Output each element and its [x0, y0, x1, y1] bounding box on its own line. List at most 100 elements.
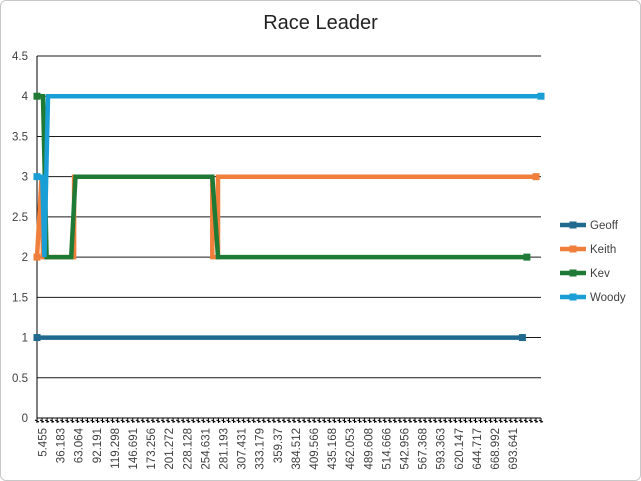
x-tick-label: 620.147 — [454, 428, 466, 470]
x-tick-cross — [342, 419, 347, 423]
x-tick-cross — [448, 419, 453, 423]
x-tick-cross — [34, 419, 40, 423]
x-tick-label: 201.272 — [164, 428, 176, 470]
series-marker — [537, 92, 545, 100]
series-marker — [33, 92, 41, 100]
x-tick-cross — [412, 419, 418, 423]
x-tick-cross — [417, 419, 423, 423]
legend-marker — [569, 245, 577, 253]
x-tick-cross — [468, 419, 473, 423]
x-tick-cross — [493, 419, 498, 423]
x-tick-cross — [483, 419, 488, 423]
x-tick-cross — [236, 419, 241, 423]
y-tick-label: 2.5 — [12, 212, 28, 224]
x-tick-cross — [180, 419, 186, 423]
y-tick-label: 1 — [22, 333, 28, 345]
x-tick-label: 92.191 — [92, 428, 104, 463]
x-tick-cross — [508, 419, 513, 423]
x-tick-cross — [75, 419, 80, 423]
x-tick-cross — [251, 419, 256, 423]
x-tick-cross — [165, 419, 171, 423]
x-tick-cross — [327, 419, 332, 423]
x-tick-cross — [221, 419, 226, 423]
x-tick-cross — [150, 419, 156, 423]
x-tick-cross — [185, 419, 191, 423]
x-tick-cross — [120, 419, 125, 423]
series-marker — [518, 334, 526, 342]
x-tick-cross — [201, 419, 206, 423]
x-tick-cross — [402, 419, 408, 423]
series-marker — [33, 173, 41, 181]
x-tick-cross — [271, 419, 277, 423]
x-tick-cross — [372, 419, 377, 423]
legend-label-kev: Kev — [590, 268, 610, 280]
x-tick-cross — [377, 419, 382, 423]
x-tick-cross — [357, 419, 362, 423]
x-tick-cross — [306, 419, 312, 423]
x-tick-label: 228.128 — [182, 428, 194, 470]
y-tick-label: 4.5 — [12, 51, 28, 63]
x-tick-cross — [70, 419, 75, 423]
y-tick-label: 3 — [22, 172, 28, 184]
y-tick-label: 0.5 — [12, 373, 28, 385]
x-tick-label: 254.631 — [200, 428, 212, 470]
x-tick-cross — [347, 419, 352, 423]
x-tick-cross — [422, 419, 428, 423]
x-tick-label: 668.992 — [490, 428, 502, 470]
legend-label-keith: Keith — [590, 244, 616, 256]
x-tick-cross — [140, 419, 146, 423]
series-marker — [523, 253, 531, 261]
x-tick-cross — [478, 419, 483, 423]
x-tick-cross — [170, 419, 176, 423]
x-tick-cross — [513, 419, 519, 423]
x-tick-cross — [518, 419, 524, 423]
x-tick-cross — [130, 419, 135, 423]
x-tick-cross — [397, 419, 403, 423]
x-tick-cross — [39, 419, 45, 423]
x-tick-cross — [105, 419, 110, 423]
x-tick-cross — [332, 419, 337, 423]
x-tick-cross — [59, 419, 65, 423]
y-tick-label: 1.5 — [12, 292, 28, 304]
x-tick-cross — [311, 419, 317, 423]
x-tick-cross — [261, 419, 267, 423]
x-tick-cross — [196, 419, 201, 423]
legend-label-woody: Woody — [590, 292, 626, 304]
x-tick-cross — [115, 419, 120, 423]
x-tick-cross — [443, 419, 448, 423]
legend-marker — [569, 269, 577, 277]
x-tick-label: 36.183 — [56, 428, 68, 463]
x-tick-cross — [453, 419, 458, 423]
x-tick-cross — [216, 419, 221, 423]
x-tick-cross — [191, 419, 196, 423]
x-tick-cross — [407, 419, 413, 423]
x-tick-cross — [523, 419, 529, 423]
x-tick-label: 409.566 — [309, 428, 321, 470]
x-tick-label: 593.363 — [436, 428, 448, 470]
x-tick-cross — [322, 419, 327, 423]
x-tick-cross — [301, 419, 307, 423]
x-tick-label: 146.691 — [128, 428, 140, 470]
x-tick-label: 281.193 — [219, 428, 231, 470]
x-tick-cross — [100, 419, 105, 423]
x-tick-label: 693.641 — [508, 428, 520, 470]
x-tick-cross — [367, 419, 372, 423]
x-tick-cross — [110, 419, 115, 423]
series-marker — [33, 334, 41, 342]
x-tick-cross — [145, 419, 151, 423]
x-tick-cross — [503, 419, 508, 423]
x-tick-label: 119.298 — [110, 428, 122, 469]
x-tick-label: 63.064 — [74, 427, 86, 463]
x-tick-cross — [211, 419, 216, 423]
x-tick-cross — [473, 419, 478, 423]
y-tick-label: 3.5 — [12, 131, 28, 143]
x-tick-cross — [95, 419, 100, 423]
x-tick-cross — [49, 419, 55, 423]
x-tick-cross — [160, 419, 166, 423]
x-tick-label: 5.455 — [38, 428, 50, 457]
x-tick-label: 384.512 — [291, 428, 303, 470]
x-tick-cross — [241, 419, 246, 423]
x-tick-cross — [488, 419, 493, 423]
